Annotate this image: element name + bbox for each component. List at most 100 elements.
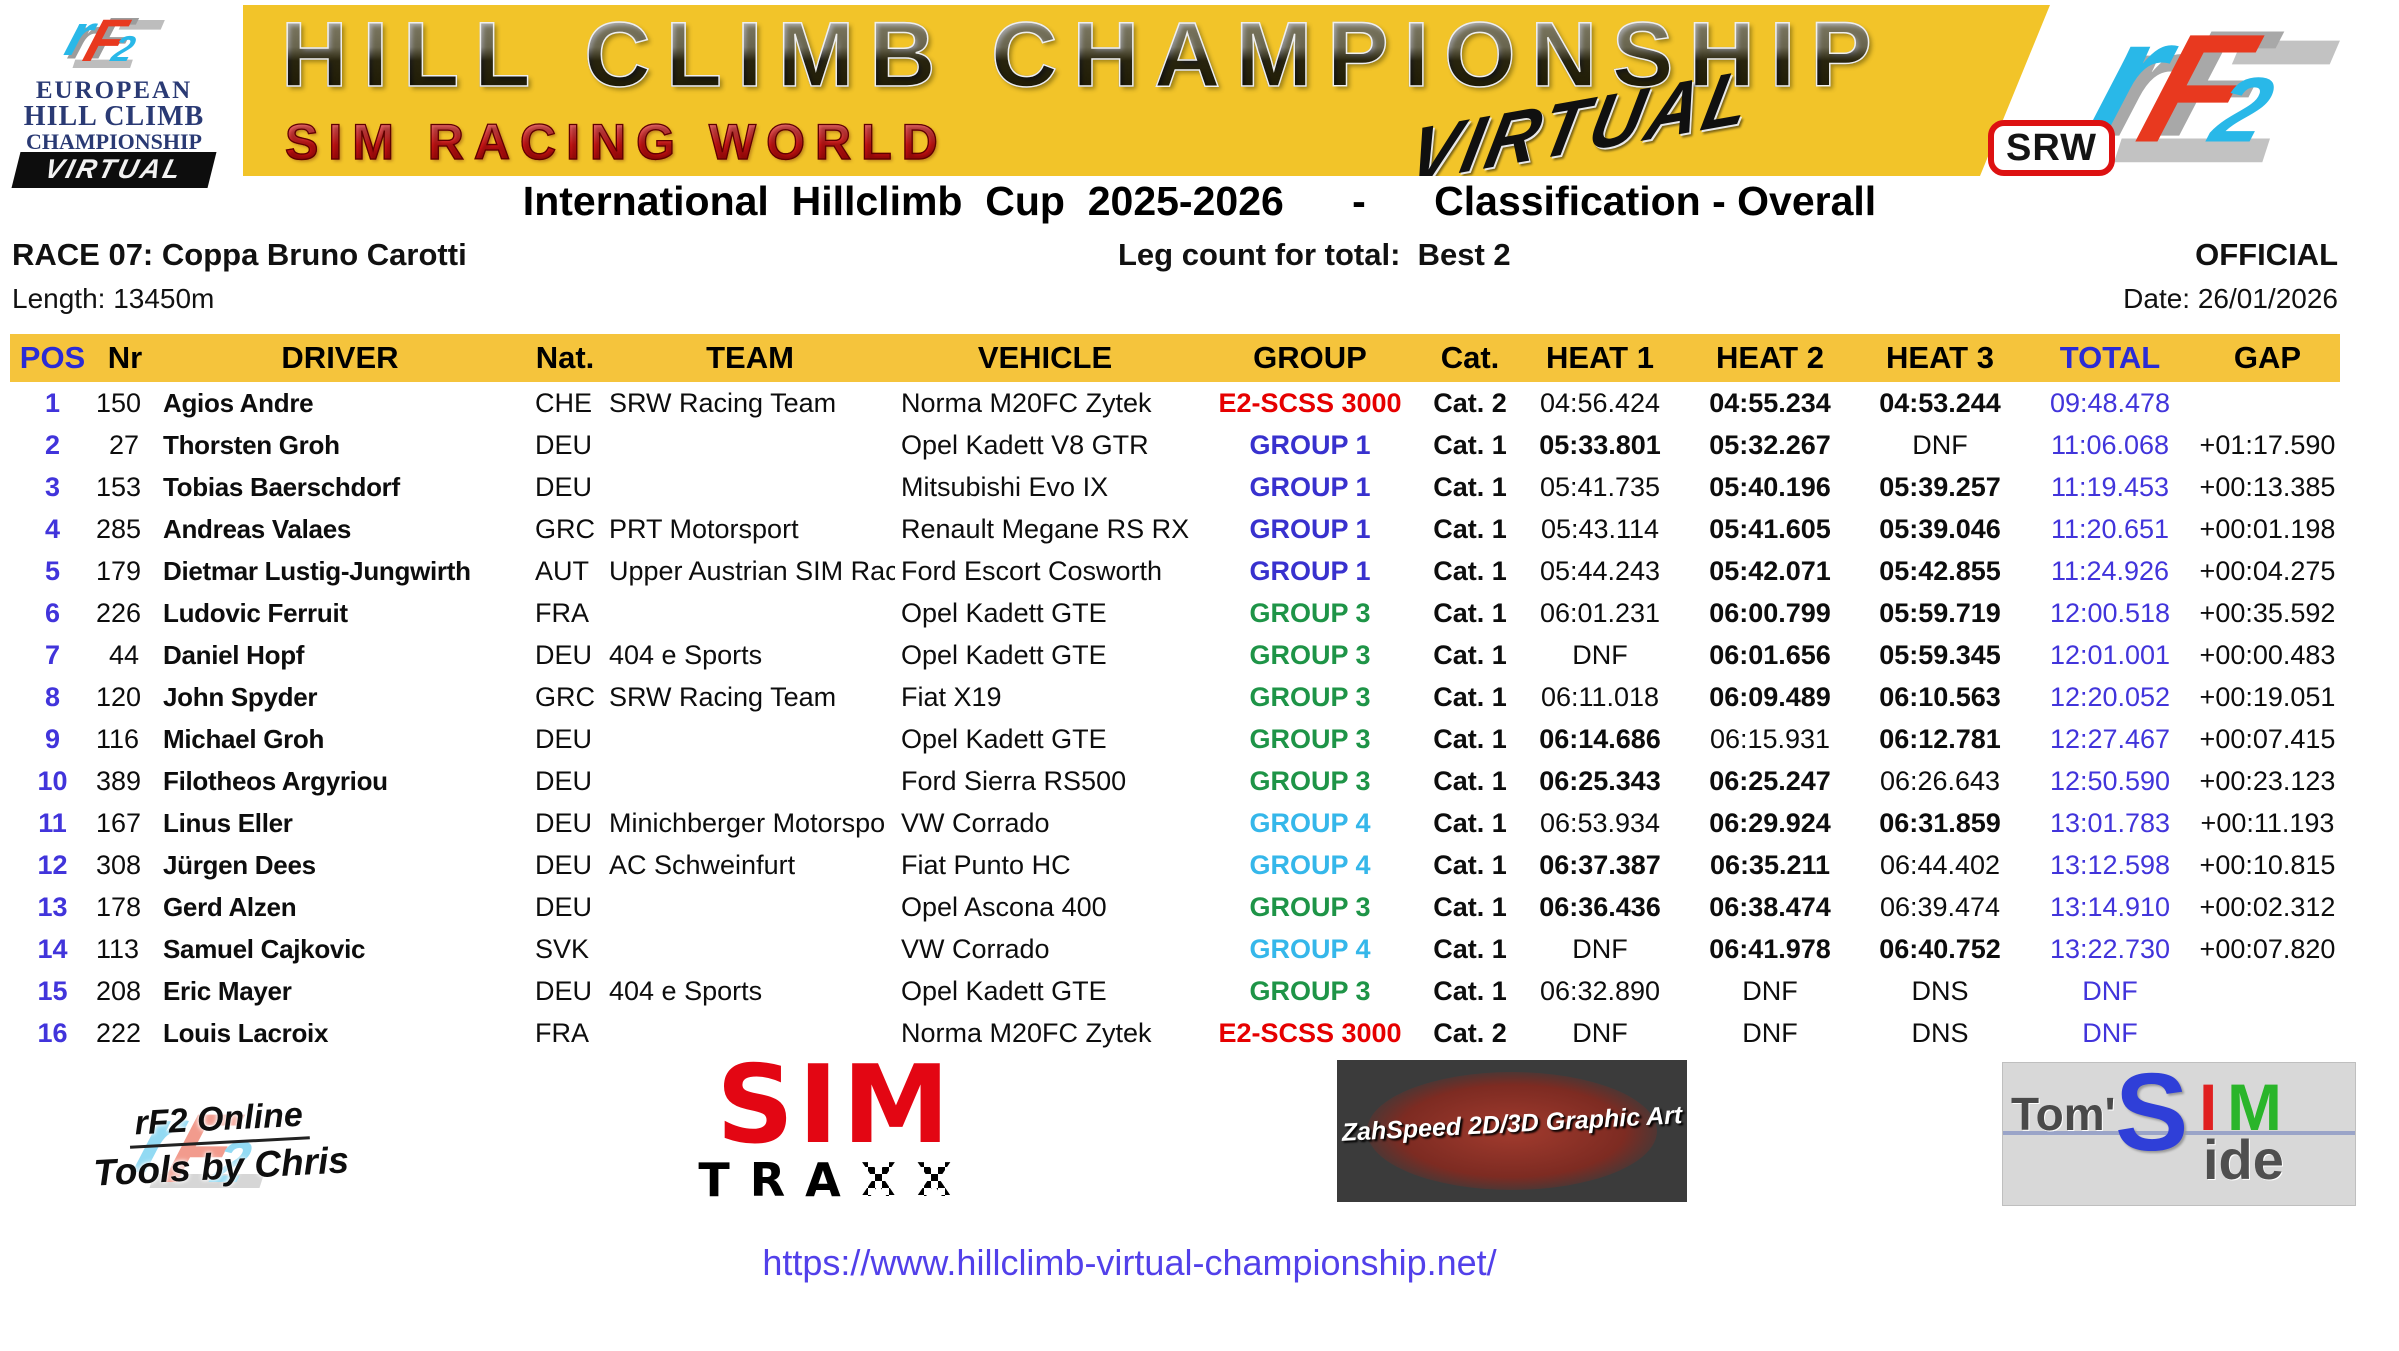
cell-gap: +00:19.051 — [2199, 681, 2336, 712]
cell-nr: 285 — [96, 513, 142, 544]
cell-team: Minichberger Motorspo — [609, 807, 886, 838]
cell-nat: DEU — [535, 471, 593, 502]
cell-nat: DEU — [535, 975, 593, 1006]
cell-driver: Samuel Cajkovic — [163, 933, 366, 964]
cell-total: 13:14.910 — [2049, 891, 2171, 922]
cell-h1: 06:36.436 — [1539, 891, 1661, 922]
cell-h1: 04:56.424 — [1539, 387, 1661, 418]
cell-h3: 06:10.563 — [1879, 681, 2001, 712]
table-row: 5 179 Dietmar Lustig-Jungwirth AUT Upper Aus… — [10, 550, 2340, 592]
cell-vehicle: Fiat Punto HC — [901, 849, 1071, 880]
cell-vehicle: Opel Kadett GTE — [901, 639, 1107, 670]
cell-vehicle: Renault Megane RS RX — [901, 513, 1190, 544]
column-header-nr: Nr — [95, 334, 155, 382]
cell-cat: Cat. 1 — [1433, 555, 1507, 586]
cell-h2: 05:32.267 — [1709, 429, 1831, 460]
cell-h2: 06:15.931 — [1709, 723, 1831, 754]
cell-driver: Filotheos Argyriou — [163, 765, 388, 796]
cell-gap: +00:10.815 — [2199, 849, 2336, 880]
cell-team: SRW Racing Team — [609, 681, 837, 712]
cell-cat: Cat. 1 — [1433, 597, 1507, 628]
cell-nr: 113 — [96, 933, 140, 964]
cell-total: 12:50.590 — [2049, 765, 2171, 796]
rf2-tools-text: rF2 Online Tools by Chris — [68, 1092, 372, 1196]
cell-h2: 06:35.211 — [1709, 849, 1831, 880]
cell-vehicle: Opel Kadett GTE — [901, 975, 1107, 1006]
cell-group: GROUP 3 — [1249, 681, 1371, 712]
table-row: 6 226 Ludovic Ferruit FRA Opel Kadett GTE GRO… — [10, 592, 2340, 634]
championship-banner: HILL CLIMB CHAMPIONSHIP SIM RACING WORLD… — [243, 5, 2050, 176]
cell-team — [605, 760, 895, 802]
zahspeed-logo: ZahSpeed 2D/3D Graphic Art — [1337, 1060, 1687, 1202]
cell-gap: +00:23.123 — [2199, 765, 2336, 796]
track-length: Length: 13450m — [12, 283, 215, 314]
cell-driver: Ludovic Ferruit — [163, 597, 348, 628]
table-row: 2 27 Thorsten Groh DEU Opel Kadett V8 GTR GRO… — [10, 424, 2340, 466]
cell-nr: 150 — [96, 387, 142, 418]
cell-group: GROUP 4 — [1249, 849, 1371, 880]
cell-team: Upper Austrian SIM Rac — [609, 555, 895, 586]
table-row: 7 44 Daniel Hopf DEU 404 e Sports Opel Kadett… — [10, 634, 2340, 676]
table-row: 8 120 John Spyder GRC SRW Racing Team Fiat X1… — [10, 676, 2340, 718]
tomsim-s-letter: S — [2115, 1051, 2189, 1174]
cell-team — [605, 592, 895, 634]
cell-team: PRT Motorsport — [609, 513, 799, 544]
cell-h2: 05:42.071 — [1709, 555, 1831, 586]
table-row: 9 116 Michael Groh DEU Opel Kadett GTE GROUP … — [10, 718, 2340, 760]
cell-h2: 04:55.234 — [1709, 387, 1831, 418]
cell-nr: 178 — [96, 891, 142, 922]
cell-cat: Cat. 1 — [1433, 723, 1507, 754]
cell-cat: Cat. 1 — [1433, 471, 1507, 502]
ehcc-virtual-logo: rF r F 2 EUROPEAN HILL CLIMB CHAMPIONSHI… — [8, 6, 220, 188]
cell-vehicle: Norma M20FC Zytek — [901, 1017, 1152, 1048]
cell-driver: Agios Andre — [163, 387, 314, 418]
cell-gap: +00:01.198 — [2199, 513, 2336, 544]
cell-gap: +00:04.275 — [2199, 555, 2336, 586]
column-header-vehicle: VEHICLE — [895, 334, 1195, 382]
cell-team — [605, 928, 895, 970]
column-header-h1: HEAT 1 — [1515, 334, 1685, 382]
cell-nat: DEU — [535, 807, 593, 838]
column-header-nat: Nat. — [525, 334, 605, 382]
cell-pos: 1 — [44, 387, 61, 418]
cell-vehicle: Norma M20FC Zytek — [901, 387, 1152, 418]
cell-cat: Cat. 2 — [1433, 1017, 1507, 1048]
cell-vehicle: Ford Sierra RS500 — [901, 765, 1127, 796]
cell-pos: 4 — [44, 513, 61, 544]
column-header-h3: HEAT 3 — [1855, 334, 2025, 382]
cell-h2: 06:25.247 — [1709, 765, 1831, 796]
cell-gap: +00:07.415 — [2199, 723, 2336, 754]
cell-group: GROUP 1 — [1249, 429, 1371, 460]
cell-team — [605, 886, 895, 928]
cell-vehicle: Ford Escort Cosworth — [901, 555, 1163, 586]
cell-cat: Cat. 1 — [1433, 765, 1507, 796]
simtraxx-sim-text: SIM — [716, 1043, 954, 1168]
cell-nr: 208 — [96, 975, 142, 1006]
cell-group: GROUP 3 — [1249, 765, 1371, 796]
cell-nat: FRA — [535, 597, 589, 628]
leg-count: Leg count for total: Best 2 — [1118, 237, 1511, 272]
table-row: 15 208 Eric Mayer DEU 404 e Sports Opel Kadet… — [10, 970, 2340, 1012]
cell-cat: Cat. 1 — [1433, 807, 1507, 838]
cell-h3: 04:53.244 — [1879, 387, 2001, 418]
cell-nat: DEU — [535, 639, 593, 670]
cell-h2: 05:40.196 — [1709, 471, 1831, 502]
cell-driver: Andreas Valaes — [163, 513, 352, 544]
cell-h3: DNS — [1911, 1017, 1969, 1048]
tomsim-ide-text: ide — [2203, 1128, 2284, 1191]
cell-h2: DNF — [1742, 1017, 1798, 1048]
cell-group: GROUP 3 — [1249, 639, 1371, 670]
cell-h3: 05:39.046 — [1879, 513, 2001, 544]
cell-pos: 7 — [44, 639, 61, 670]
cell-team: AC Schweinfurt — [609, 849, 796, 880]
cell-cat: Cat. 1 — [1433, 639, 1507, 670]
cell-driver: Eric Mayer — [163, 975, 292, 1006]
cell-vehicle: Opel Kadett V8 GTR — [901, 429, 1149, 460]
cell-driver: John Spyder — [163, 681, 318, 712]
cell-vehicle: VW Corrado — [901, 933, 1050, 964]
championship-website-link[interactable]: https://www.hillclimb-virtual-championsh… — [762, 1242, 1497, 1283]
cell-vehicle: Opel Ascona 400 — [901, 891, 1107, 922]
cell-nr: 226 — [96, 597, 142, 628]
cell-pos: 9 — [44, 723, 61, 754]
cell-team: 404 e Sports — [609, 639, 763, 670]
